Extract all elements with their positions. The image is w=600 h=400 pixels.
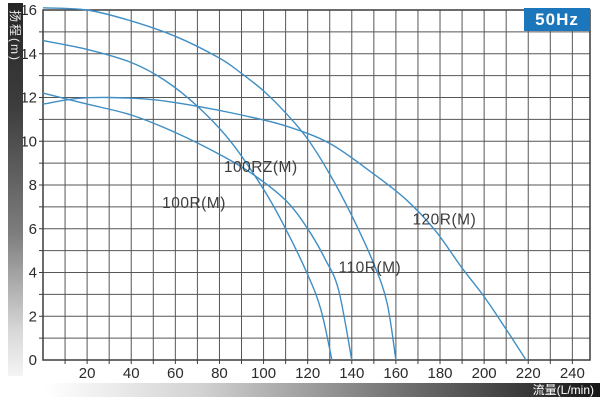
x-axis-bar: 流量(L/min) bbox=[45, 383, 600, 397]
pump-curve-110rm bbox=[42, 7, 397, 361]
x-tick-label: 100 bbox=[251, 365, 276, 382]
curve-label: 100R(M) bbox=[162, 195, 226, 212]
x-tick-label: 40 bbox=[123, 365, 140, 382]
pump-curve-120rm bbox=[42, 96, 527, 361]
x-tick-label: 240 bbox=[560, 365, 585, 382]
frequency-badge: 50Hz bbox=[524, 8, 590, 31]
x-axis-label: 流量(L/min) bbox=[532, 383, 594, 397]
curve-label: 100RZ(M) bbox=[224, 159, 298, 176]
x-tick-label: 20 bbox=[79, 365, 96, 382]
y-tick-label: 8 bbox=[29, 177, 37, 194]
y-tick-label: 10 bbox=[20, 133, 37, 150]
x-tick-label: 220 bbox=[516, 365, 541, 382]
x-tick-label: 200 bbox=[472, 365, 497, 382]
pump-curve-100rzm bbox=[42, 39, 333, 361]
y-tick-label: 16 bbox=[20, 2, 37, 19]
x-tick-label: 60 bbox=[167, 365, 184, 382]
curve-label: 110R(M) bbox=[339, 260, 402, 277]
y-tick-label: 4 bbox=[29, 265, 37, 282]
y-axis-bar: 扬程(m) bbox=[8, 3, 23, 376]
x-tick-label: 160 bbox=[383, 365, 408, 382]
curve-label: 120R(M) bbox=[412, 211, 476, 228]
x-tick-label: 120 bbox=[295, 365, 320, 382]
x-tick-label: 80 bbox=[211, 365, 228, 382]
x-tick-label: 180 bbox=[428, 365, 453, 382]
x-tick-label: 140 bbox=[339, 365, 364, 382]
y-tick-label: 14 bbox=[20, 46, 37, 63]
y-tick-label: 2 bbox=[29, 308, 37, 325]
y-tick-label: 6 bbox=[29, 221, 37, 238]
pump-curve-100rm bbox=[42, 92, 353, 361]
y-tick-label: 0 bbox=[29, 352, 37, 369]
y-tick-label: 12 bbox=[20, 90, 37, 107]
y-axis-label: 扬程(m) bbox=[8, 10, 22, 62]
